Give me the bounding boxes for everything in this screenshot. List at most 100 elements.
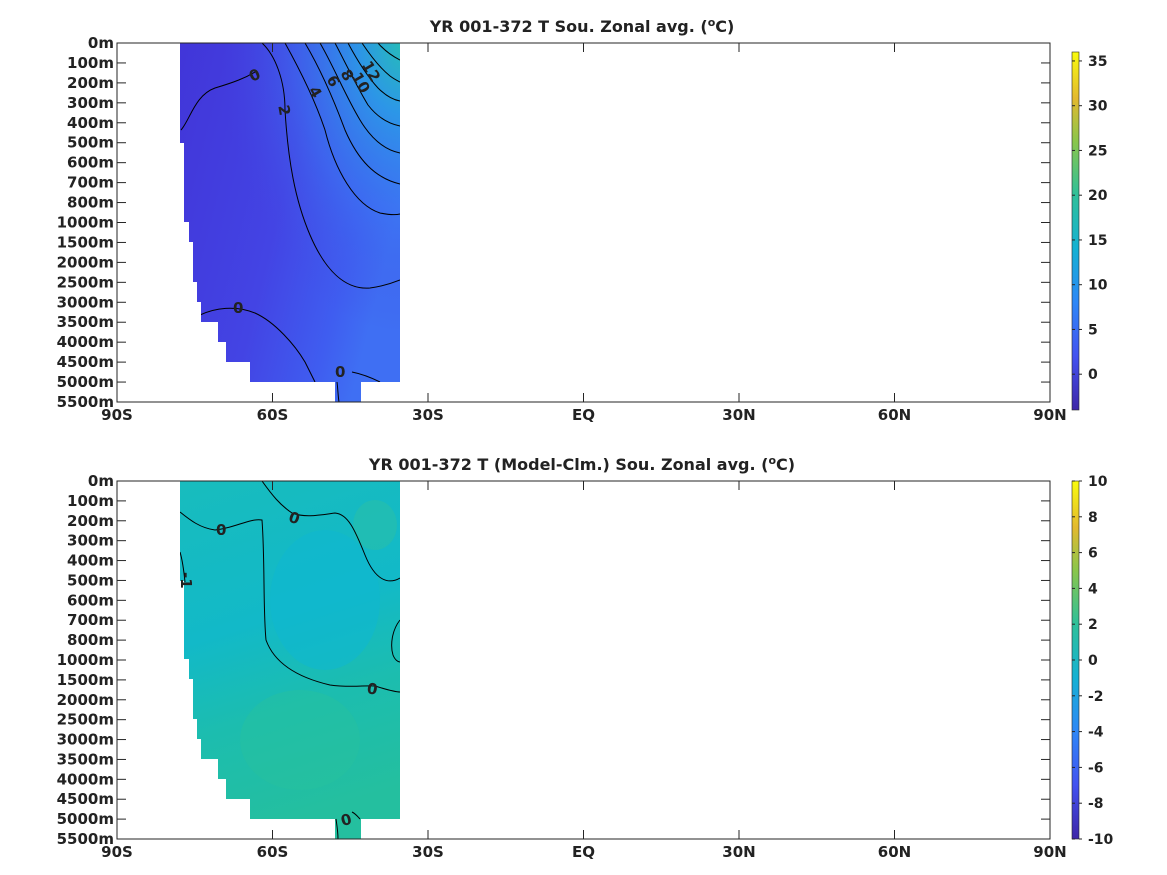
y-tick-label: 3000m <box>57 731 114 749</box>
y-tick-label: 400m <box>67 552 114 570</box>
contour-line <box>180 551 186 583</box>
contour-line <box>304 43 400 185</box>
contour-line <box>319 43 400 154</box>
contour-label: 0 <box>216 521 226 539</box>
y-tick-label: 500m <box>67 134 114 152</box>
y-tick-label: 2500m <box>57 273 114 291</box>
x-tick-label: 60N <box>878 843 911 861</box>
temperature-panel: YR 001-372 T Sou. Zonal avg. (oC) <box>57 16 1108 424</box>
colorbar <box>1071 51 1080 411</box>
y-tick-label: 4000m <box>57 333 114 351</box>
y-tick-label: 700m <box>67 174 114 192</box>
x-tick-label: 60S <box>257 406 289 424</box>
colorbar-tick-label: 15 <box>1088 233 1107 249</box>
y-tick-label: 2500m <box>57 711 114 729</box>
y-tick-label: 4500m <box>57 790 114 808</box>
colorbar-tick-label: 30 <box>1088 99 1108 115</box>
y-tick-label: 3000m <box>57 293 114 311</box>
y-tick-label: 100m <box>67 54 114 72</box>
y-tick-label: 5000m <box>57 373 114 391</box>
y-tick-label: 3500m <box>57 313 114 331</box>
contour-line <box>335 818 339 839</box>
contour-line <box>351 811 361 820</box>
y-tick-label: 2000m <box>57 691 114 709</box>
colorbar-tick-label: 2 <box>1088 617 1098 633</box>
y-tick-label: 300m <box>67 94 114 112</box>
colorbar-tick-label: 10 <box>1088 278 1108 294</box>
colorbar-tick-label: 20 <box>1088 188 1108 204</box>
colorbar-tick-label: 0 <box>1088 367 1098 383</box>
x-tick-label: 60N <box>878 406 911 424</box>
y-tick-label: 1500m <box>57 671 114 689</box>
contour-line <box>261 43 400 289</box>
contour-label: 0 <box>339 810 354 830</box>
x-tick-label: 30N <box>722 406 755 424</box>
x-tick-label: EQ <box>572 406 595 424</box>
temperature-field <box>180 43 400 402</box>
y-tick-label: 0m <box>88 34 114 52</box>
y-tick-label: 200m <box>67 512 114 530</box>
y-tick-label: 800m <box>67 194 114 212</box>
x-tick-label: 90N <box>1033 843 1066 861</box>
contour-line <box>336 381 340 402</box>
contour-label: 0 <box>335 363 345 381</box>
anomaly-panel: YR 001-372 T (Model-Clm.) Sou. Zonal avg… <box>57 454 1114 861</box>
y-tick-label: 4500m <box>57 353 114 371</box>
contour-label: -1 <box>177 572 195 589</box>
colorbar-tick-label: -6 <box>1088 760 1104 776</box>
colorbar-tick-label: 35 <box>1088 54 1107 70</box>
contour-line <box>351 371 381 383</box>
contour-line <box>284 43 400 216</box>
colorbar-tick-label: -10 <box>1088 832 1114 848</box>
contour-label: 0 <box>233 299 243 317</box>
colorbar-tick-label: 5 <box>1088 322 1098 338</box>
contour-line <box>347 43 400 102</box>
contour-line <box>180 511 400 693</box>
anomaly-field <box>180 481 400 839</box>
contour-line <box>199 307 316 383</box>
x-tick-label: EQ <box>572 843 595 861</box>
y-tick-label: 600m <box>67 154 114 172</box>
colorbar-tick-label: 4 <box>1088 581 1098 597</box>
y-tick-label: 2000m <box>57 253 114 271</box>
y-tick-label: 5500m <box>57 393 114 411</box>
x-tick-label: 30S <box>412 843 444 861</box>
x-tick-label: 90N <box>1033 406 1066 424</box>
panel-2-title: YR 001-372 T (Model-Clm.) Sou. Zonal avg… <box>368 454 795 474</box>
y-tick-label: 5000m <box>57 810 114 828</box>
colorbar-tick-label: 8 <box>1088 510 1098 526</box>
contour-label: 2 <box>274 104 294 117</box>
contour-labels: 0 0 -1 0 0 <box>177 508 379 830</box>
colorbar-tick-label: -4 <box>1088 725 1104 741</box>
colorbar-tick-label: 25 <box>1088 143 1107 159</box>
y-tick-label: 5500m <box>57 830 114 848</box>
colorbar-tick-label: 0 <box>1088 653 1098 669</box>
y-tick-label: 600m <box>67 591 114 609</box>
y-tick-label: 0m <box>88 472 114 490</box>
y-tick-label: 800m <box>67 631 114 649</box>
colorbar-tick-label: 10 <box>1088 474 1108 490</box>
y-tick-label: 500m <box>67 571 114 589</box>
y-tick-label: 4000m <box>57 770 114 788</box>
y-tick-label: 3500m <box>57 750 114 768</box>
y-tick-label: 400m <box>67 114 114 132</box>
x-tick-label: 30S <box>412 406 444 424</box>
colorbar-tick-label: -2 <box>1088 689 1104 705</box>
y-tick-label: 300m <box>67 532 114 550</box>
panel-1-title: YR 001-372 T Sou. Zonal avg. (oC) <box>429 16 735 36</box>
contour-line <box>334 43 400 127</box>
colorbar-tick-label: -8 <box>1088 796 1104 812</box>
y-tick-label: 700m <box>67 611 114 629</box>
x-tick-label: 30N <box>722 843 755 861</box>
contour-label: 0 <box>366 679 379 699</box>
contour-line <box>391 619 400 663</box>
y-tick-label: 200m <box>67 74 114 92</box>
y-tick-label: 1000m <box>57 651 114 669</box>
y-tick-label: 1000m <box>57 214 114 232</box>
contour-line <box>377 43 400 61</box>
x-tick-label: 90S <box>101 843 133 861</box>
x-tick-label: 60S <box>257 843 289 861</box>
contour-line <box>180 71 256 131</box>
x-tick-label: 90S <box>101 406 133 424</box>
